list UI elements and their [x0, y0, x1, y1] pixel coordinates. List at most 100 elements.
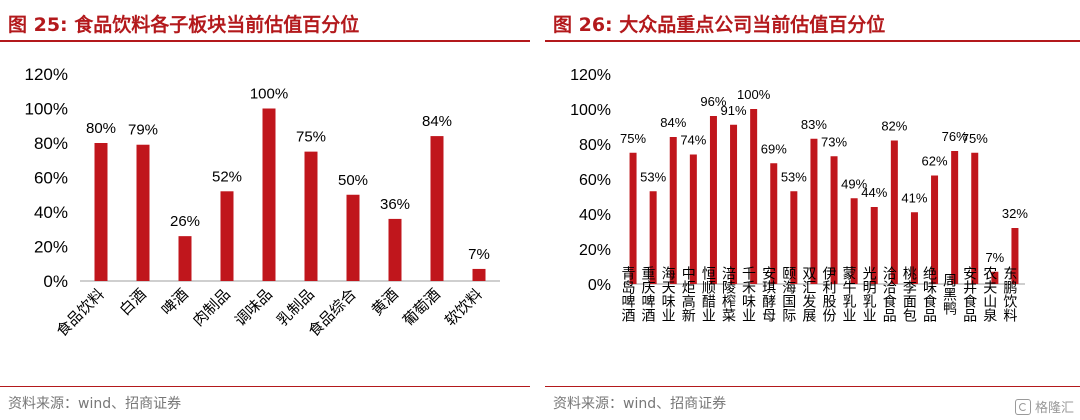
category-label: 恒顺醋业 [700, 266, 716, 322]
y-tick-label: 60% [34, 169, 68, 188]
category-label: 安井食品 [961, 266, 977, 322]
watermark-text: 格隆汇 [1034, 401, 1074, 416]
subsector-valuation-bar-chart: 0% 20% 40% 60% 80% 100% 120% 80% 食品饮料 79% 白酒 26% 啤酒 5… [25, 65, 500, 340]
category-label: 葡萄酒 [399, 285, 444, 330]
category-label: 肉制品 [189, 285, 234, 330]
bar-食品饮料 [94, 143, 108, 281]
category-label: 农夫山泉 [981, 266, 997, 322]
bar-安琪酵母 [770, 163, 778, 284]
data-label: 53% [781, 169, 807, 184]
category-label: 颐海国际 [780, 266, 796, 323]
y-tick-label: 120% [570, 67, 611, 84]
category-label: 双汇发展 [800, 266, 816, 322]
bar-葡萄酒 [430, 136, 444, 281]
data-label: 79% [128, 122, 158, 139]
data-label: 80% [86, 120, 116, 137]
data-label: 91% [721, 103, 747, 118]
data-label: 32% [1002, 206, 1028, 221]
category-label: 食品饮料 [53, 285, 108, 340]
y-tick-label: 20% [34, 238, 68, 257]
category-label: 洽洽食品 [881, 266, 897, 322]
y-tick-label: 40% [34, 203, 68, 222]
data-label: 7% [468, 246, 490, 263]
data-label: 36% [380, 196, 410, 213]
bar-青岛啤酒 [629, 152, 637, 284]
category-label: 光明乳业 [861, 266, 877, 322]
bar-涪陵榨菜 [730, 124, 738, 284]
data-label: 76% [942, 129, 968, 144]
gelonghui-logo-icon [1014, 398, 1031, 415]
title-divider [0, 40, 530, 42]
data-label: 50% [338, 172, 368, 189]
bar-伊利股份 [830, 156, 838, 284]
bar-白酒 [136, 144, 150, 281]
data-label: 100% [250, 86, 288, 103]
source-divider [0, 386, 530, 387]
bar-海天味业 [669, 137, 677, 284]
source-note: 资料来源：wind、招商证券 [8, 396, 182, 412]
bar-恒顺醋业 [709, 116, 717, 284]
data-label: 62% [922, 154, 948, 169]
bar-颐海国际 [790, 191, 798, 284]
bar-蒙牛乳业 [850, 198, 858, 284]
figure-25-panel: 图 25: 食品饮料各子板块当前估值百分位 0% 20% 40% 60% 80% 100%… [0, 0, 530, 420]
category-label: 黄酒 [368, 285, 402, 319]
bar-中炬高新 [689, 154, 697, 284]
bar-千禾味业 [750, 109, 758, 284]
y-tick-label: 40% [579, 207, 611, 224]
y-tick-label: 20% [579, 242, 611, 259]
data-label: 69% [761, 141, 787, 156]
data-label: 41% [901, 190, 927, 205]
figure-title: 图 25: 食品饮料各子板块当前估值百分位 [8, 14, 360, 36]
figure-title: 图 26: 大众品重点公司当前估值百分位 [553, 14, 886, 36]
bar-东鹏饮料 [1011, 228, 1019, 284]
y-tick-label: 0% [588, 277, 611, 294]
data-label: 53% [640, 169, 666, 184]
data-label: 75% [962, 131, 988, 146]
bar-软饮料 [472, 268, 486, 281]
category-label: 安琪酵母 [760, 266, 776, 322]
category-label: 中炬高新 [680, 266, 696, 323]
data-label: 100% [737, 87, 771, 102]
data-label: 52% [212, 168, 242, 185]
bar-食品综合 [346, 194, 360, 281]
figure-26-panel: 图 26: 大众品重点公司当前估值百分位 0% 20% 40% 60% 80% 100% 1… [545, 0, 1080, 420]
data-label: 82% [881, 119, 907, 134]
source-note: 资料来源：wind、招商证券 [553, 396, 727, 412]
y-tick-label: 80% [579, 137, 611, 154]
category-label: 东鹏饮料 [1001, 266, 1017, 322]
data-label: 83% [801, 117, 827, 132]
data-label: 49% [841, 176, 867, 191]
data-label: 84% [422, 113, 452, 130]
data-label: 75% [620, 131, 646, 146]
category-label: 涪陵榨菜 [720, 266, 736, 322]
category-label: 调味品 [231, 285, 276, 330]
category-label: 周黑鸭 [941, 273, 957, 315]
data-label: 96% [700, 94, 726, 109]
category-label: 软饮料 [441, 285, 486, 330]
category-label: 绝味食品 [921, 266, 937, 322]
data-label: 7% [985, 250, 1004, 265]
data-label: 73% [821, 134, 847, 149]
y-tick-label: 100% [570, 102, 611, 119]
y-tick-label: 0% [43, 272, 68, 291]
bar-桃李面包 [910, 212, 918, 284]
y-tick-label: 60% [579, 172, 611, 189]
y-tick-label: 120% [25, 65, 68, 84]
bar-绝味食品 [931, 175, 939, 284]
bar-周黑鸭 [951, 151, 959, 284]
category-label: 桃李面包 [901, 266, 917, 322]
data-label: 74% [680, 133, 706, 148]
bar-啤酒 [178, 236, 192, 281]
category-label: 青岛啤酒 [619, 266, 635, 322]
category-label: 海天味业 [660, 266, 676, 322]
data-label: 26% [170, 213, 200, 230]
bar-安井食品 [971, 152, 979, 284]
data-label: 44% [861, 185, 887, 200]
bar-洽洽食品 [890, 140, 898, 284]
category-label: 啤酒 [158, 285, 192, 319]
category-label: 蒙牛乳业 [841, 266, 857, 322]
y-tick-label: 100% [25, 100, 68, 119]
y-tick-label: 80% [34, 134, 68, 153]
data-label: 75% [296, 129, 326, 146]
